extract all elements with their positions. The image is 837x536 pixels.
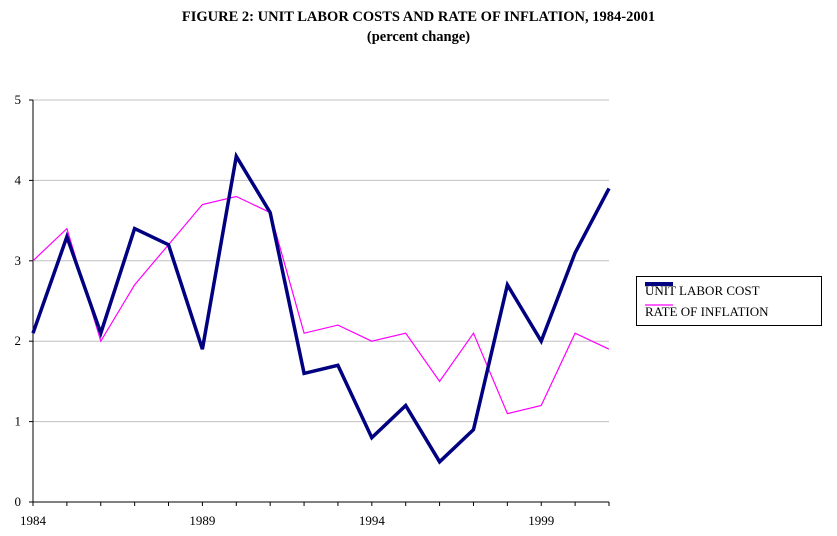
x-tick-label-1984: 1984 — [20, 513, 47, 528]
legend-swatch-unit-labor-cost — [645, 282, 673, 286]
legend-label-unit-labor-cost: UNIT LABOR COST — [645, 283, 760, 298]
series-line-unit-labor-cost — [31, 151, 611, 465]
y-tick-label-2: 2 — [15, 333, 22, 348]
legend-item-rate-of-inflation: RATE OF INFLATION — [645, 302, 769, 322]
legend-swatch-rate-of-inflation — [645, 304, 673, 306]
x-tick-label-1999: 1999 — [528, 513, 554, 528]
gridlines — [33, 99, 609, 423]
legend-item-unit-labor-cost: UNIT LABOR COST — [645, 281, 760, 301]
series-lines — [31, 151, 611, 465]
y-tick-label-1: 1 — [15, 414, 22, 429]
series-line-rate-of-inflation — [32, 195, 610, 415]
axes — [29, 99, 610, 506]
y-tick-label-3: 3 — [15, 253, 22, 268]
y-tick-label-0: 0 — [15, 494, 22, 509]
y-tick-label-4: 4 — [15, 172, 22, 187]
legend: UNIT LABOR COST RATE OF INFLATION — [636, 276, 822, 326]
legend-label-rate-of-inflation: RATE OF INFLATION — [645, 304, 769, 319]
y-tick-label-5: 5 — [15, 92, 22, 107]
chart-title: FIGURE 2: UNIT LABOR COSTS AND RATE OF I… — [181, 9, 656, 25]
x-tick-label-1994: 1994 — [359, 513, 386, 528]
chart-subtitle: (percent change) — [366, 29, 471, 45]
x-tick-label-1989: 1989 — [189, 513, 215, 528]
tick-labels: 0 1 2 3 4 5 1984 1989 1994 1999 — [15, 92, 555, 528]
